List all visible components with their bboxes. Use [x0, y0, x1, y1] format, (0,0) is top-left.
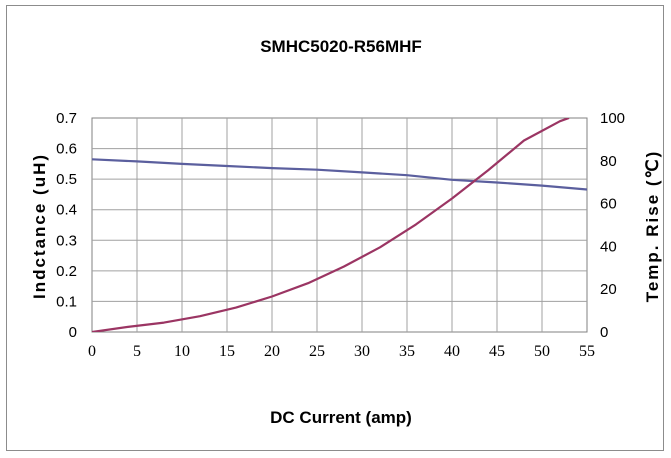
y-right-tick-label: 100	[600, 110, 625, 127]
y-left-tick-label: 0.2	[56, 263, 77, 280]
x-axis-label: DC Current (amp)	[270, 408, 412, 427]
plot-area	[91, 117, 588, 333]
x-tick-label: 55	[579, 343, 595, 360]
x-tick-label: 35	[399, 343, 415, 360]
y-right-tick-label: 0	[600, 324, 608, 341]
y-right-tick-label: 40	[600, 238, 617, 255]
y-left-tick-label: 0.4	[56, 202, 77, 219]
x-tick-label: 15	[219, 343, 235, 360]
x-tick-label: 40	[444, 343, 460, 360]
y-right-tick-label: 60	[600, 196, 617, 213]
inductance-series-line	[92, 158, 587, 191]
temp-rise-series-line	[92, 118, 570, 332]
x-tick-label: 45	[489, 343, 505, 360]
y-right-tick-label: 20	[600, 281, 617, 298]
y-left-tick-label: 0.7	[56, 110, 77, 127]
x-tick-label: 5	[133, 343, 141, 360]
x-tick-label: 25	[309, 343, 325, 360]
y-left-tick-label: 0.6	[56, 141, 77, 158]
y-left-tick-label: 0.1	[56, 293, 77, 310]
y-axis-left-label: Indctance (uH)	[30, 153, 49, 299]
x-tick-label: 0	[88, 343, 96, 360]
x-tick-label: 50	[534, 343, 550, 360]
x-tick-label: 30	[354, 343, 370, 360]
y-right-tick-label: 80	[600, 153, 617, 170]
x-tick-label: 10	[174, 343, 190, 360]
chart-title: SMHC5020-R56MHF	[260, 37, 422, 56]
y-left-tick-label: 0	[69, 324, 77, 341]
y-axis-right-label: Temp. Rise (℃)	[643, 150, 662, 303]
y-left-tick-label: 0.5	[56, 171, 77, 188]
x-tick-label: 20	[264, 343, 280, 360]
y-left-tick-label: 0.3	[56, 232, 77, 249]
